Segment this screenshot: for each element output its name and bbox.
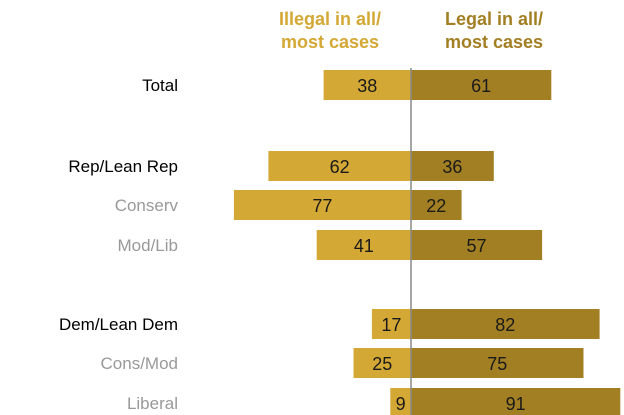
data-label-legal: 82 (495, 315, 515, 335)
bar-legal (411, 348, 584, 378)
data-label-illegal: 9 (396, 394, 406, 414)
category-label: Total (142, 76, 178, 95)
bar-illegal (353, 348, 411, 378)
category-label: Conserv (115, 196, 179, 215)
category-label: Liberal (127, 394, 178, 413)
bar-legal (411, 309, 600, 339)
bar-legal (411, 70, 552, 100)
bar-illegal (371, 309, 411, 339)
data-label-illegal: 77 (312, 196, 332, 216)
data-label-illegal: 25 (372, 354, 392, 374)
header-illegal-line1: Illegal in all/ (278, 9, 382, 29)
header-legal-line1: Legal in all/ (444, 9, 544, 29)
data-label-illegal: 17 (381, 315, 401, 335)
data-label-legal: 91 (506, 394, 526, 414)
data-label-illegal: 38 (357, 76, 377, 96)
header-illegal-line2: most cases (280, 32, 380, 52)
data-label-illegal: 62 (330, 157, 350, 177)
bar-legal (411, 388, 621, 415)
category-label: Rep/Lean Rep (68, 157, 178, 176)
category-label: Dem/Lean Dem (59, 315, 178, 334)
category-label: Mod/Lib (118, 236, 178, 255)
data-label-illegal: 41 (354, 236, 374, 256)
header-legal-line2: most cases (444, 32, 544, 52)
data-label-legal: 22 (426, 196, 446, 216)
data-label-legal: 57 (467, 236, 487, 256)
data-label-legal: 75 (487, 354, 507, 374)
header-legal: Legal in all/ most cases (419, 8, 569, 54)
bar-legal (411, 190, 462, 220)
bar-illegal (316, 230, 411, 260)
bar-illegal (323, 70, 411, 100)
bar-illegal (233, 190, 411, 220)
bar-illegal (390, 388, 411, 415)
bar-legal (411, 230, 543, 260)
bar-legal (411, 151, 494, 181)
data-label-legal: 61 (471, 76, 491, 96)
data-label-legal: 36 (442, 157, 462, 177)
header-illegal: Illegal in all/ most cases (255, 8, 405, 54)
bar-illegal (268, 151, 411, 181)
category-label: Cons/Mod (101, 354, 178, 373)
